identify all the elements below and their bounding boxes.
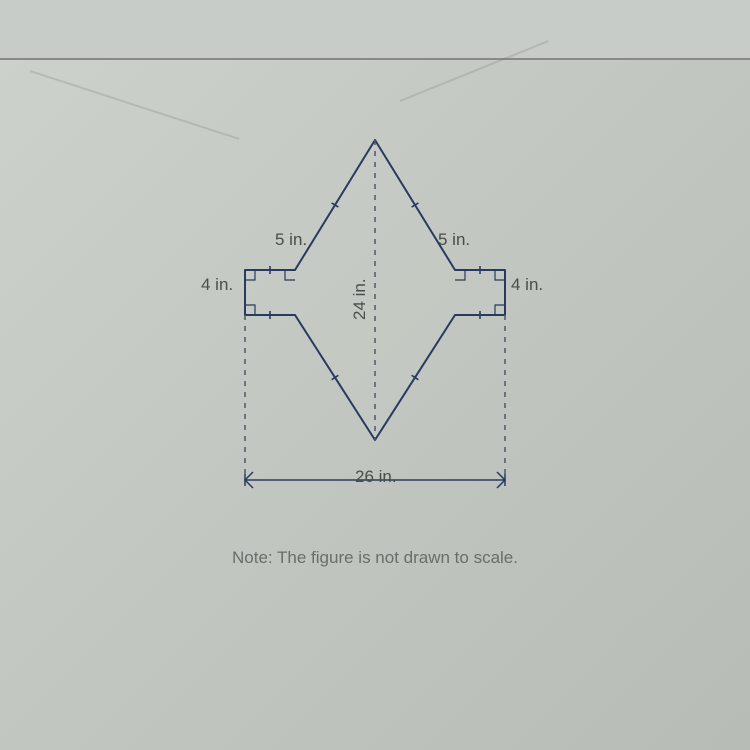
label-center-24in: 24 in. <box>350 278 370 320</box>
label-left-4in: 4 in. <box>201 275 233 295</box>
label-bottom-26in: 26 in. <box>355 467 397 487</box>
screen-scratch-1 <box>30 70 240 140</box>
diagram-content-area: 5 in. 5 in. 4 in. 4 in. 24 in. 26 in. No… <box>0 60 750 750</box>
top-chrome-band <box>0 0 750 60</box>
label-top-right-5in: 5 in. <box>438 230 470 250</box>
label-top-left-5in: 5 in. <box>275 230 307 250</box>
label-right-4in: 4 in. <box>511 275 543 295</box>
scale-note: Note: The figure is not drawn to scale. <box>232 548 518 568</box>
figure-wrapper: 5 in. 5 in. 4 in. 4 in. 24 in. 26 in. <box>195 120 555 540</box>
